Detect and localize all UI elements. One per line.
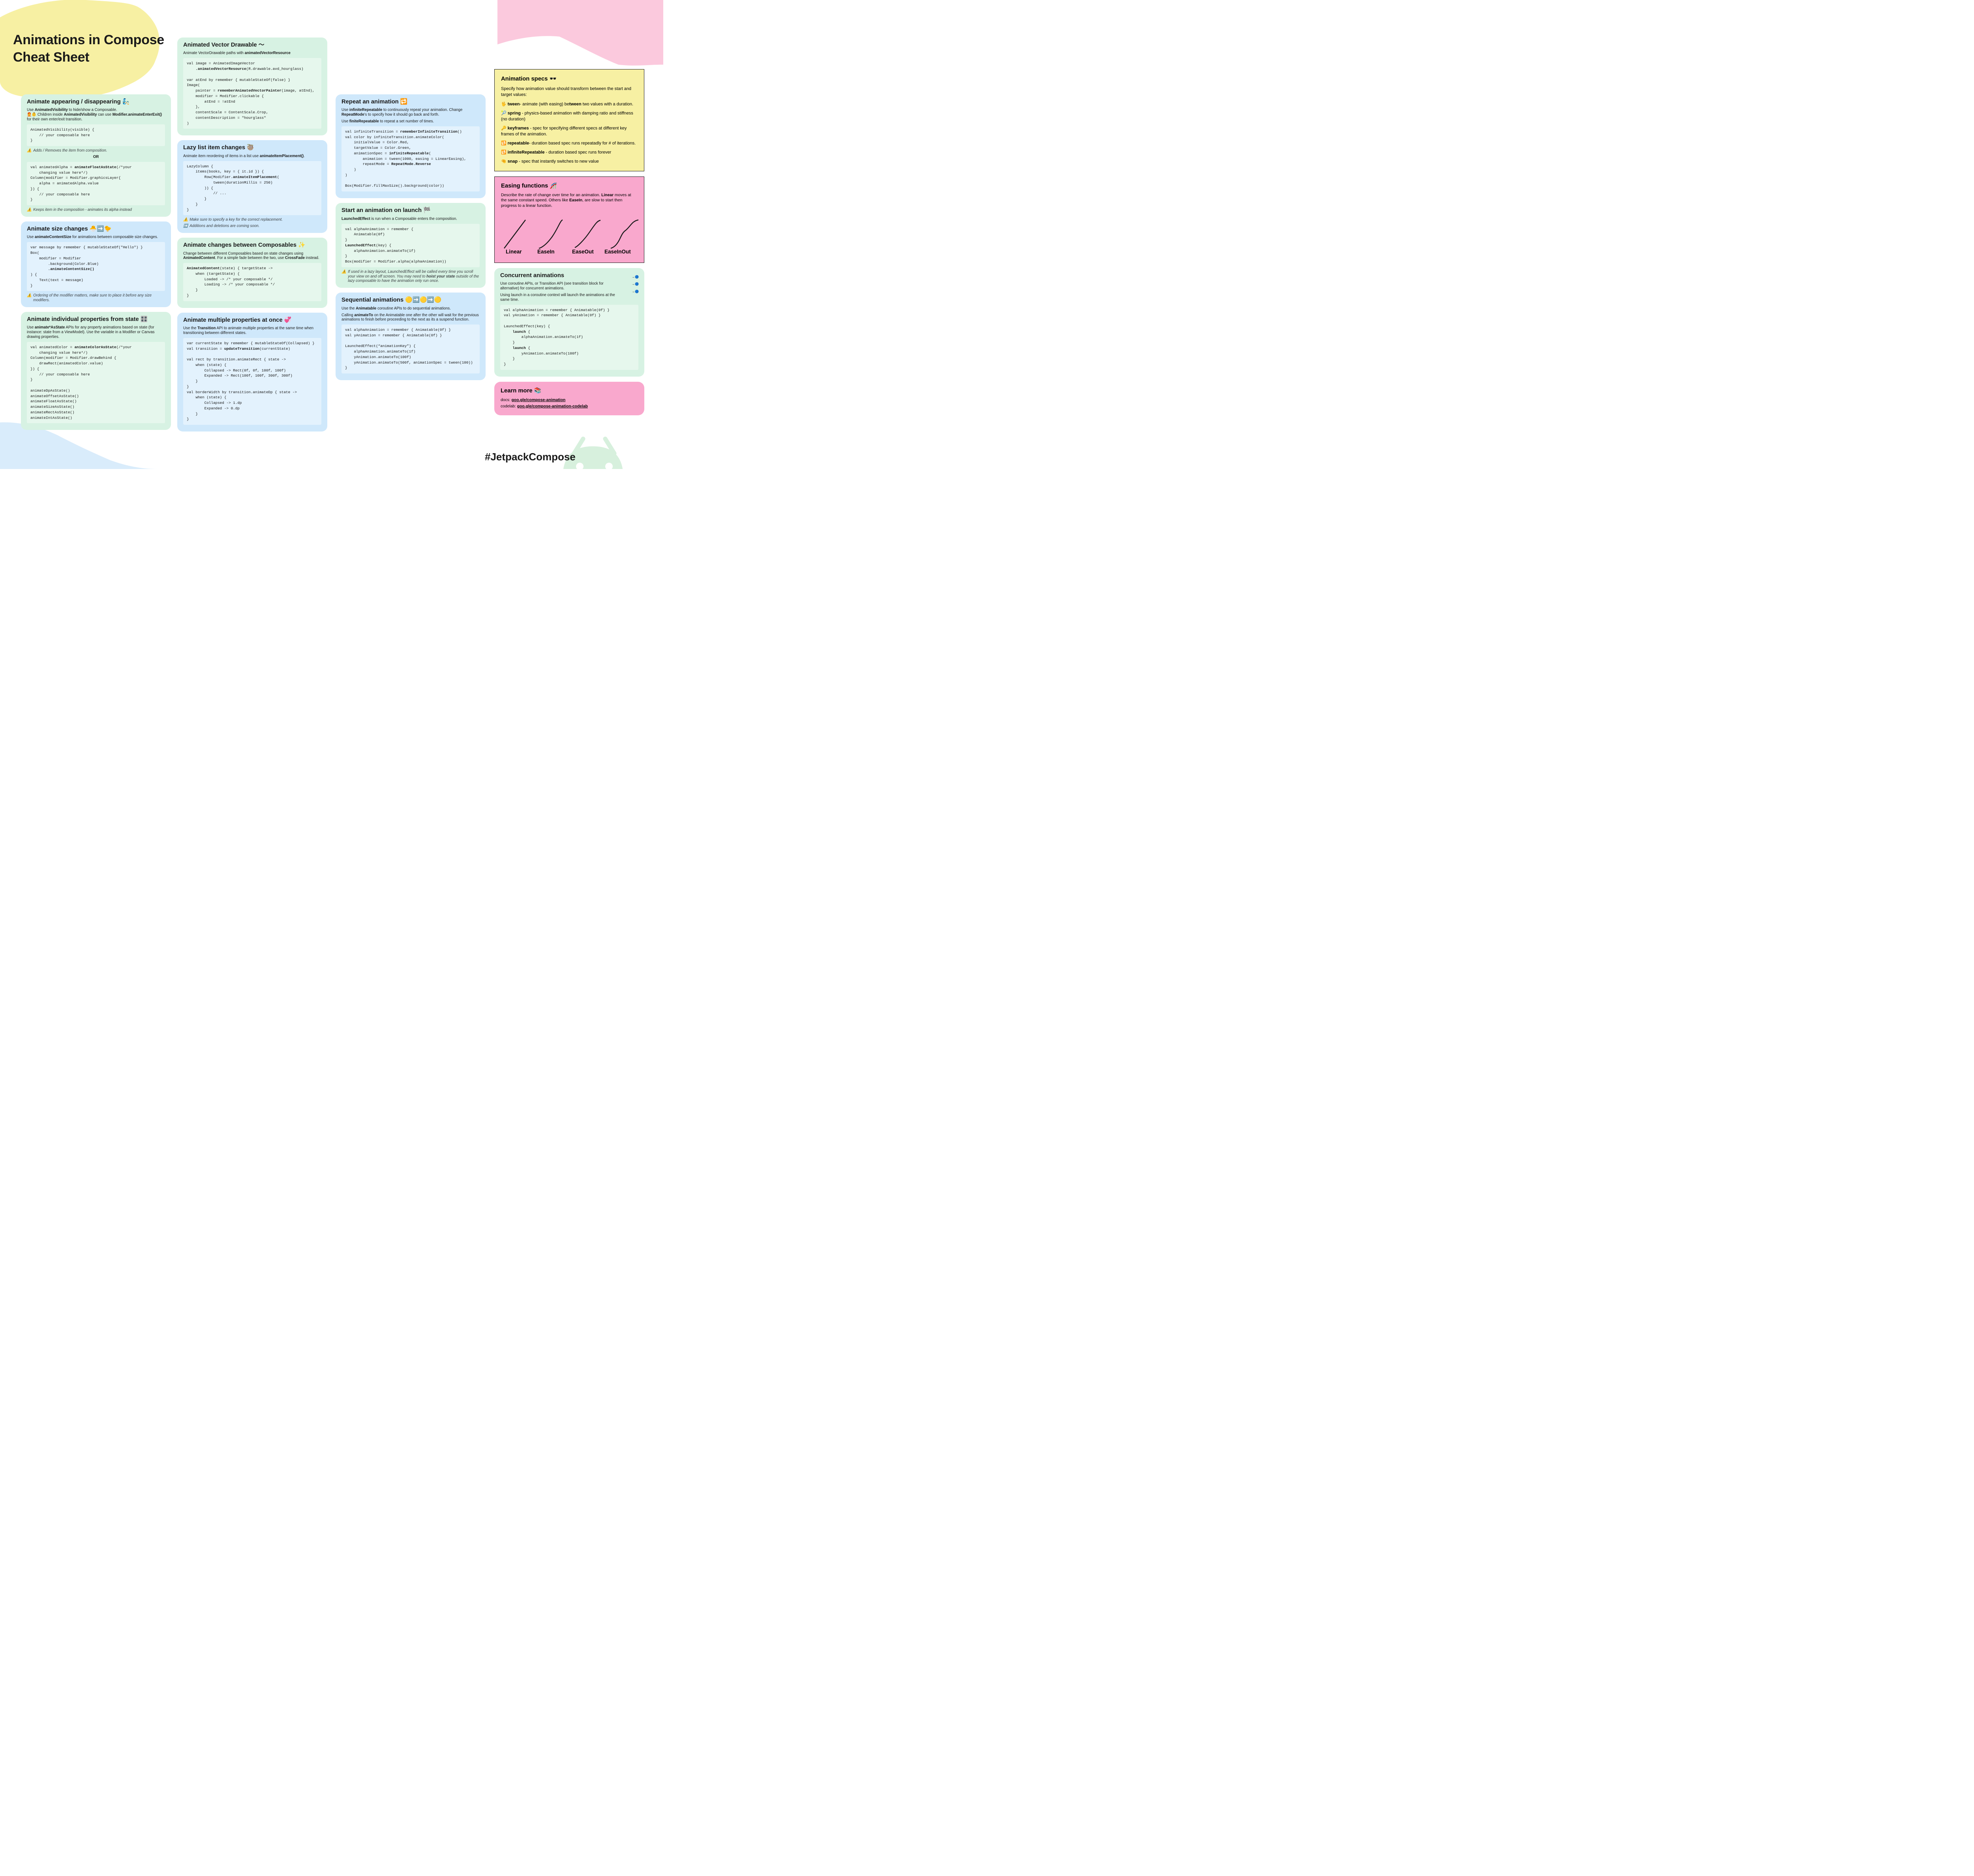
svg-text:Linear: Linear xyxy=(506,249,522,254)
svg-text:EaseOut: EaseOut xyxy=(572,249,594,254)
svg-text:EaseInOut: EaseInOut xyxy=(604,249,631,254)
svg-text:EaseIn: EaseIn xyxy=(537,249,555,254)
